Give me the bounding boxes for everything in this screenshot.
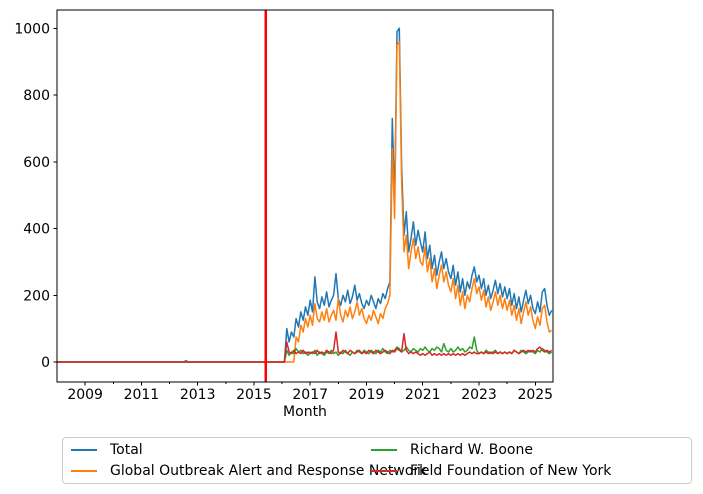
legend: Total Global Outbreak Alert and Response… [62,437,692,484]
x-tick-label: 2011 [124,387,160,403]
x-tick-label: 2023 [461,387,497,403]
x-tick-label: 2019 [349,387,385,403]
x-tick-label: 2015 [236,387,272,403]
series-line-2 [57,336,553,363]
legend-item-goarn: Global Outbreak Alert and Response Netwo… [71,463,427,479]
legend-line-swatch-goarn [71,469,97,473]
legend-item-boone: Richard W. Boone [371,442,611,458]
legend-line-swatch-field-foundation [371,469,397,473]
legend-item-total: Total [71,442,371,458]
legend-line-swatch-boone [371,448,397,452]
legend-column-1: Total Global Outbreak Alert and Response… [71,442,427,479]
y-tick-label: 200 [23,288,50,304]
legend-label-boone: Richard W. Boone [410,442,533,458]
x-axis-label: Month [283,404,327,420]
line-chart: 2009 2011 2013 2015 2017 2019 2021 2023 2025 0 200… [14,9,554,420]
series-line-1 [57,40,553,363]
x-tick-label: 2017 [292,387,328,403]
legend-column-2: Richard W. Boone Field Foundation of New… [371,442,611,479]
y-tick-label: 400 [23,222,50,238]
x-tick-label: 2013 [180,387,216,403]
legend-label-goarn: Global Outbreak Alert and Response Netwo… [110,463,428,479]
legend-label-total: Total [110,442,143,458]
x-tick-label: 2009 [67,387,103,403]
x-tick-label: 2021 [405,387,441,403]
plot-border [56,9,554,383]
x-tick-label: 2025 [517,387,553,403]
y-tick-label: 800 [23,88,50,104]
y-tick-label: 0 [41,355,50,371]
series-line-0 [57,27,553,363]
y-tick-label: 1000 [14,21,50,37]
y-tick-label: 600 [23,155,50,171]
legend-label-field-foundation: Field Foundation of New York [410,463,612,479]
series-line-3 [57,331,553,363]
legend-line-swatch-total [71,448,97,452]
legend-item-field-foundation: Field Foundation of New York [371,463,611,479]
